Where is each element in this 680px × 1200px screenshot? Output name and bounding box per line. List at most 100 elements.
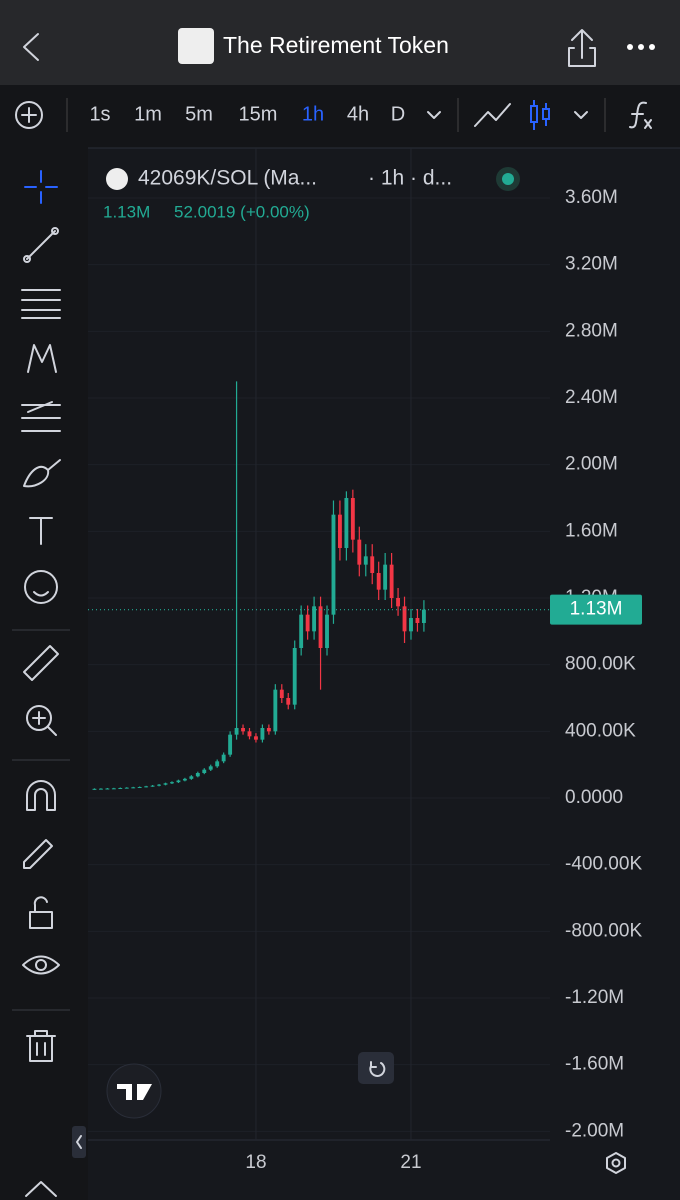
zoom-tool[interactable] (32, 711, 57, 736)
interval-button[interactable]: 15m (239, 103, 278, 125)
candle-body (402, 606, 407, 632)
candle-body (421, 609, 426, 623)
candle-body (312, 606, 317, 632)
emoji-tool[interactable] (33, 591, 49, 597)
trend-line-tool[interactable] (23, 255, 31, 263)
candle-body (344, 498, 349, 548)
tv-logo[interactable] (106, 1063, 162, 1119)
interval-button[interactable]: 1m (134, 103, 162, 125)
indicators-button[interactable] (629, 101, 652, 129)
visibility-tool[interactable] (22, 955, 60, 975)
y-tick-label: 3.20M (565, 254, 618, 275)
legend-symbol: 42069K/SOL (Ma... (138, 167, 317, 190)
candle-body (131, 787, 136, 789)
candle-body (98, 788, 103, 790)
zoom-tool[interactable] (26, 705, 52, 731)
candle-body (208, 766, 213, 770)
candle-body (157, 784, 161, 786)
trend-line-tool[interactable] (26, 230, 56, 260)
candle-body (292, 648, 297, 705)
price-label-box (550, 594, 642, 625)
candle-body (118, 788, 123, 789)
interval-button[interactable]: 1s (89, 103, 110, 125)
candle-body (150, 785, 155, 787)
x-tick-label: 21 (400, 1152, 421, 1173)
projection-tool[interactable] (21, 401, 61, 432)
trend-line-tool[interactable] (51, 227, 59, 235)
back-button[interactable] (23, 33, 39, 61)
candle-body (266, 728, 271, 732)
share-button[interactable] (568, 29, 596, 67)
drawing-tools (21, 170, 61, 1197)
fib-tool[interactable] (21, 289, 61, 319)
candle-body (182, 778, 187, 781)
y-tick-label: 800.00K (565, 654, 636, 675)
page-title: The Retirement Token (223, 32, 449, 58)
candle-body (254, 736, 258, 740)
toolbar-separators (12, 629, 70, 1011)
candle-body (389, 564, 394, 598)
layers-tool[interactable] (25, 1181, 57, 1197)
interval-button[interactable]: 5m (185, 103, 213, 125)
candle-body (383, 564, 388, 590)
candle-body (241, 728, 245, 732)
lock-drawing-tool[interactable] (23, 839, 53, 869)
candle-body (247, 731, 252, 737)
y-tick-label: 2.80M (565, 320, 618, 341)
magnet-tool[interactable] (26, 780, 56, 811)
text-tool[interactable] (29, 517, 53, 545)
interval-button[interactable]: D (391, 103, 405, 125)
candle-body (202, 769, 207, 773)
y-tick-label: 0.0000 (565, 787, 623, 808)
settings-icon (611, 1158, 621, 1168)
candle-body (376, 573, 381, 590)
candle-body (370, 556, 375, 573)
candle-body (189, 776, 194, 779)
interval-dropdown[interactable] (427, 111, 441, 119)
candle-body (273, 689, 278, 732)
candle-body (215, 761, 220, 767)
tv-logo-mark (117, 1084, 152, 1100)
crosshair-tool[interactable] (24, 170, 58, 204)
interval-button[interactable]: 4h (347, 103, 369, 125)
y-tick-label: -1.60M (565, 1054, 624, 1075)
reset-icon (369, 1061, 386, 1077)
candle-body (92, 788, 97, 790)
y-tick-label: 3.60M (565, 187, 618, 208)
collapse-icon (76, 1135, 82, 1149)
candle-body (305, 614, 310, 632)
visibility-tool[interactable] (35, 959, 47, 971)
pattern-tool[interactable] (27, 344, 57, 373)
candle-body (111, 788, 116, 790)
collapse-button[interactable] (72, 1126, 86, 1158)
candle-body (357, 539, 362, 565)
candle-body (163, 783, 168, 785)
x-tick-label: 18 (245, 1152, 266, 1173)
candle-body (195, 773, 200, 777)
line-chart-button[interactable] (474, 103, 511, 127)
axes: 1s 1m 5m 15m 1h 4h D 3.60M 3.20M 2.80M 2.40M 2.00M 1… (89, 103, 642, 1173)
candle-body (318, 606, 323, 648)
legend-change: 52.0019 (+0.00%) (174, 202, 310, 221)
more-button[interactable] (627, 44, 655, 50)
candle-body (105, 788, 110, 790)
y-tick-label: -1.20M (565, 987, 624, 1008)
candle-chart-button[interactable] (530, 100, 550, 130)
delete-tool[interactable] (26, 1030, 56, 1062)
candle-body (331, 514, 336, 615)
candle-body (337, 514, 342, 548)
emoji-tool[interactable] (24, 570, 58, 604)
add-button[interactable] (15, 101, 43, 129)
chart-type-dropdown[interactable] (574, 111, 588, 119)
ruler-tool[interactable] (23, 645, 59, 681)
interval-button[interactable]: 1h (302, 103, 324, 125)
legend-meta: · 1h · d... (368, 167, 452, 190)
lock-tool[interactable] (29, 896, 53, 929)
candle-body (221, 754, 226, 762)
settings-button[interactable] (606, 1152, 626, 1174)
candle-body (234, 728, 239, 735)
y-tick-label: 2.40M (565, 387, 618, 408)
brush-tool[interactable] (23, 459, 61, 488)
candle-body (137, 787, 142, 788)
